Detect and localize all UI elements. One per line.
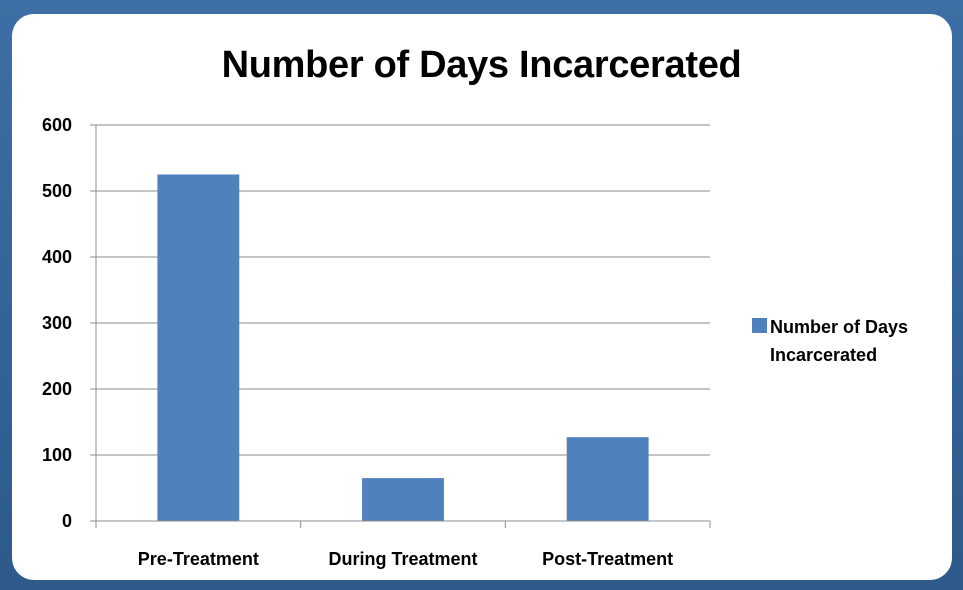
y-tick-label: 500 bbox=[42, 181, 72, 201]
bar-during-treatment bbox=[362, 478, 444, 521]
legend-swatch bbox=[752, 318, 767, 333]
y-tick-label: 200 bbox=[42, 379, 72, 399]
y-axis-ticks: 0 100 200 300 400 500 600 bbox=[42, 115, 96, 531]
y-tick-label: 400 bbox=[42, 247, 72, 267]
legend-label: Number of Days bbox=[770, 317, 908, 337]
x-category-label: Pre-Treatment bbox=[138, 549, 259, 569]
y-tick-label: 600 bbox=[42, 115, 72, 135]
bars bbox=[157, 174, 649, 521]
y-tick-label: 100 bbox=[42, 445, 72, 465]
bar-post-treatment bbox=[566, 437, 649, 521]
x-category-label: During Treatment bbox=[328, 549, 477, 569]
legend: Number of Days Incarcerated bbox=[752, 317, 908, 365]
chart-title: Number of Days Incarcerated bbox=[221, 44, 742, 86]
legend-label: Incarcerated bbox=[770, 345, 877, 365]
bar-pre-treatment bbox=[157, 174, 240, 521]
y-tick-label: 300 bbox=[42, 313, 72, 333]
x-category-label: Post-Treatment bbox=[542, 549, 673, 569]
y-tick-label: 0 bbox=[62, 511, 72, 531]
x-axis-categories: Pre-Treatment During Treatment Post-Treatm… bbox=[138, 549, 673, 569]
